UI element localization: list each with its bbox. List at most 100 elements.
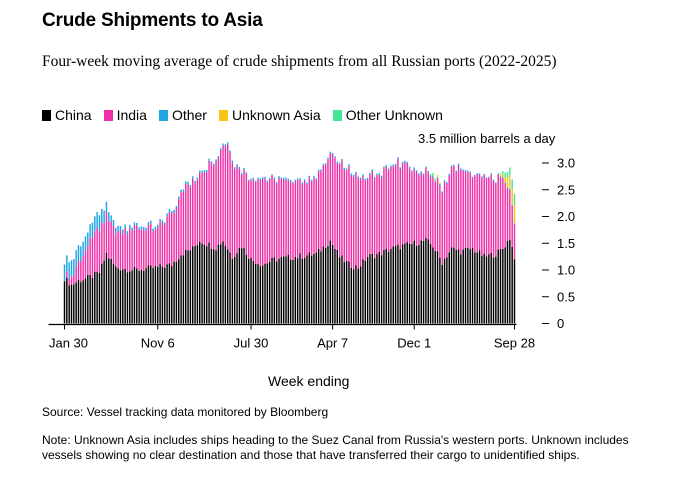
bar-india-35 [145,230,147,269]
bar-india-1 [66,271,68,278]
bar-other-5 [75,250,77,267]
bar-other-77 [243,167,245,170]
bar-other-2 [68,262,70,279]
bar-india-91 [275,183,278,262]
bar-china-169 [457,249,460,324]
bar-india-154 [422,175,425,241]
bar-india-186 [497,174,499,250]
bar-other-67 [219,148,222,151]
bar-india-26 [124,228,126,269]
bar-india-69 [224,146,227,246]
bar-china-105 [308,252,311,324]
bar-india-127 [359,179,362,267]
bar-china-96 [287,254,290,324]
stacked-bar-chart: Jan 30 Nov 6 Jul 30 Apr 7 Dec 1 Sep 28 0 0.5 1.… [48,142,575,351]
bar-china-14 [96,271,98,324]
bar-china-192 [511,246,513,324]
bar-other-97 [289,179,292,182]
bar-other-47 [173,209,175,213]
bar-other-130 [366,177,369,180]
bar-other-37 [150,220,152,224]
bar-china-40 [157,266,159,324]
bar-india-47 [173,212,175,262]
bar-india-143 [397,158,399,245]
legend-item-china: China [42,107,92,123]
bar-china-45 [168,263,171,324]
bar-other-73 [233,167,236,170]
bar-india-37 [150,223,152,266]
bar-india-6 [77,260,80,280]
bar-other-93 [280,177,283,180]
bar-other-103 [303,179,306,181]
bar-china-171 [462,249,464,324]
bar-china-62 [208,242,210,324]
bar-other-28 [129,224,131,229]
bar-china-83 [257,263,259,324]
bar-china-101 [299,253,301,324]
bar-india-160 [436,178,439,252]
bar-other-83 [257,177,259,180]
bar-china-63 [210,248,213,324]
bar-other-38 [152,228,154,232]
bar-india-46 [171,213,173,267]
bar-china-190 [506,240,509,324]
bar-other-162 [441,191,443,193]
legend-label-other-unknown: Other Unknown [345,107,443,123]
bar-china-24 [119,270,122,324]
bar-china-170 [460,254,462,324]
bar-china-187 [499,248,502,324]
bar-china-31 [136,268,138,324]
y-axis: 0 0.5 1.0 1.5 2.0 2.5 3.0 [542,156,575,331]
bar-china-46 [171,266,173,324]
bar-other-92 [278,176,280,178]
bar-other-75 [238,166,241,169]
bar-other-133 [373,176,376,179]
bar-india-182 [488,177,490,255]
bar-other-10 [87,232,89,246]
bar-india-75 [238,168,241,248]
bar-india-163 [443,181,446,259]
bar-india-67 [219,150,222,245]
bar-other-126 [357,176,360,179]
bar-india-156 [427,172,429,240]
bar-india-38 [152,231,154,269]
bar-china-132 [371,253,373,324]
legend-label-other: Other [171,107,207,123]
bar-india-80 [250,180,252,258]
bar-india-166 [450,167,453,248]
bar-india-70 [226,144,229,250]
x-axis-title: Week ending [268,373,350,389]
bar-china-140 [390,248,392,324]
bar-india-131 [369,174,371,255]
bar-other-150 [413,167,415,170]
bar-china-185 [495,256,497,324]
bar-india-112 [324,164,327,248]
bar-china-61 [206,246,208,324]
bar-other-81 [252,177,255,180]
bar-india-109 [317,171,320,249]
bar-other-122 [348,164,350,166]
bar-other-88 [268,178,271,180]
y-tick-label: 1.0 [557,263,575,278]
bar-other-11 [89,224,91,239]
bar-india-123 [350,175,353,268]
bar-other-170 [460,168,462,170]
bar-other-179 [481,176,483,178]
bar-india-23 [117,230,119,269]
bar-china-119 [341,255,343,324]
bar-china-28 [129,271,131,324]
bar-other-69 [224,144,227,147]
bar-other-188 [502,177,504,179]
bar-other-34 [143,227,145,230]
bar-india-22 [115,233,117,267]
bar-other-132 [371,169,373,172]
bar-other-54 [189,185,192,188]
bar-other-49 [178,196,180,200]
bar-other-180 [483,174,485,176]
bar-china-144 [399,249,401,324]
bar-india-150 [413,169,415,241]
bar-china-149 [411,243,413,324]
bar-india-183 [490,174,492,253]
bar-china-181 [485,256,488,324]
bar-other-unknown-188 [502,171,504,174]
